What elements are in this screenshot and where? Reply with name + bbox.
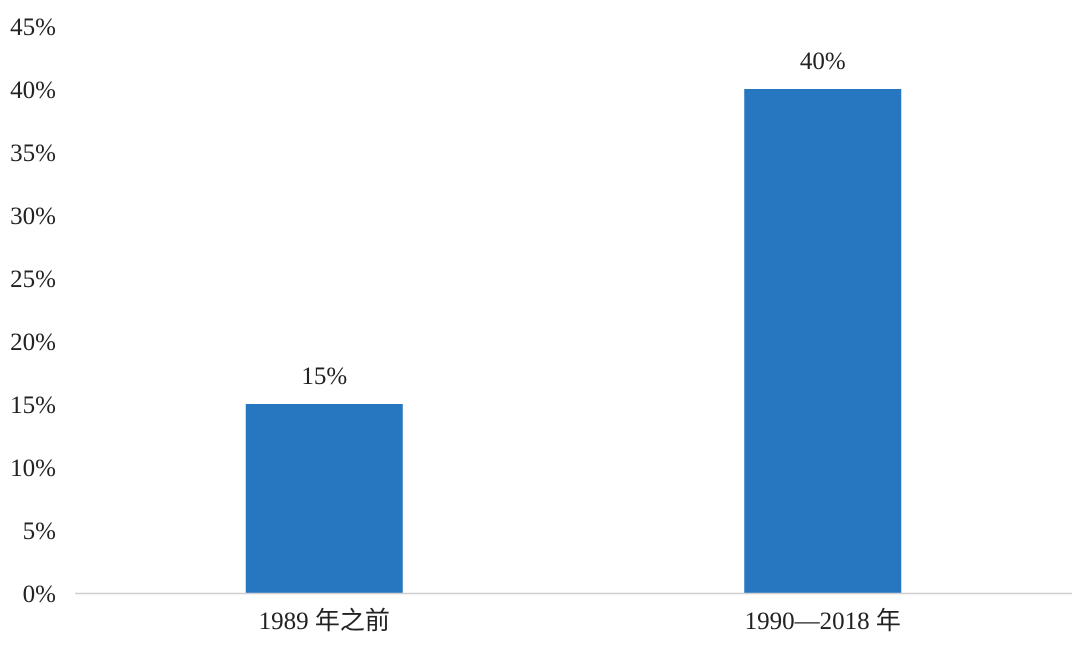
y-tick-label: 5%: [23, 518, 56, 545]
y-tick-label: 20%: [10, 329, 56, 356]
data-label: 15%: [301, 363, 347, 390]
y-tick-label: 40%: [10, 77, 56, 104]
x-tick-label: 1990—2018 年: [745, 607, 901, 635]
y-tick-label: 30%: [10, 203, 56, 230]
bars: [245, 89, 902, 593]
y-tick-label: 35%: [10, 140, 56, 167]
y-tick-label: 15%: [10, 392, 56, 419]
y-axis: 0% 5% 10% 15% 20% 25% 30% 35% 40% 45%: [10, 14, 56, 608]
y-tick-label: 10%: [10, 455, 56, 482]
x-tick-label: 1989 年之前: [259, 607, 390, 635]
y-tick-label: 25%: [10, 266, 56, 293]
y-tick-label: 0%: [23, 581, 56, 608]
bar: [245, 404, 403, 593]
bar: [744, 89, 902, 593]
data-labels: 15% 40%: [301, 48, 845, 390]
data-label: 40%: [800, 48, 846, 75]
x-axis: 1989 年之前 1990—2018 年: [259, 607, 901, 635]
y-tick-label: 45%: [10, 14, 56, 41]
